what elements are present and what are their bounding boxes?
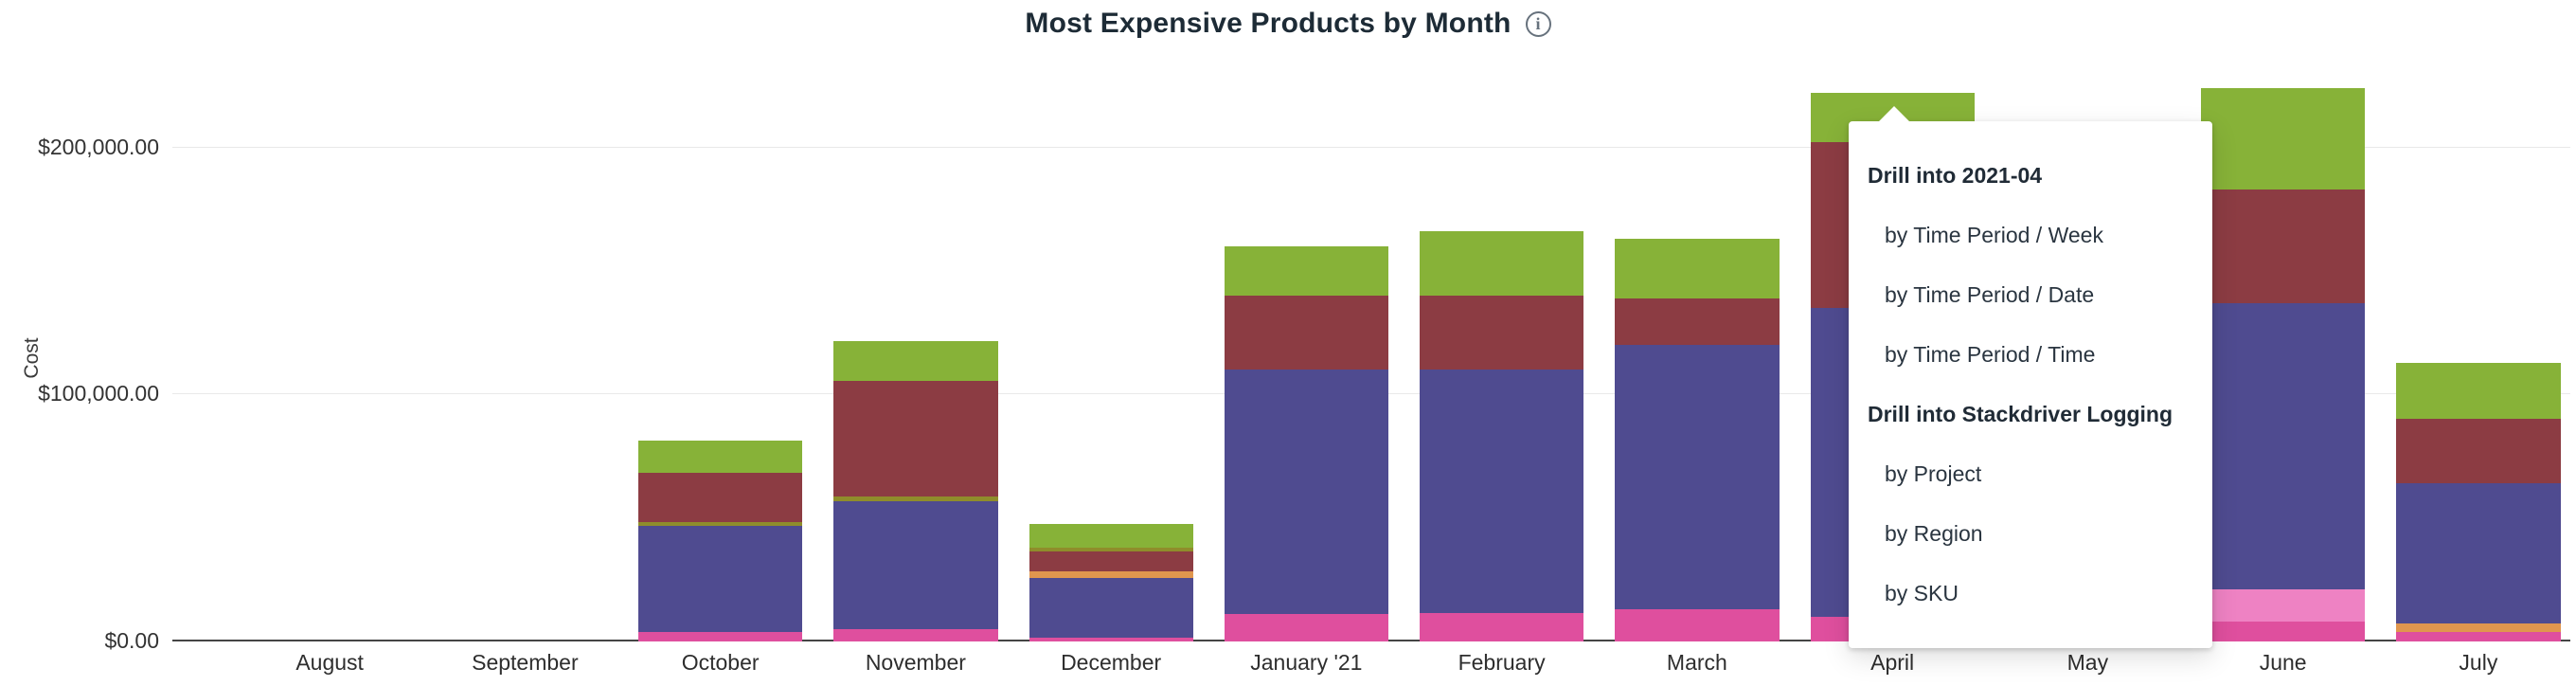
bar-segment-green[interactable]: [1420, 231, 1584, 296]
bar-segment-maroon[interactable]: [2396, 419, 2561, 483]
menu-header-drill-into-2021-04: Drill into 2021-04: [1868, 163, 2043, 188]
bar-segment-orange[interactable]: [2396, 623, 2561, 632]
x-tick-label-september: September: [472, 650, 579, 675]
bar-march[interactable]: [1615, 239, 1780, 641]
bar-segment-maroon[interactable]: [1029, 551, 1193, 571]
bar-segment-olive[interactable]: [638, 522, 803, 526]
bar-segment-purple[interactable]: [2396, 483, 2561, 623]
bar-segment-maroon[interactable]: [638, 473, 803, 522]
menu-item-by-project[interactable]: by Project: [1885, 461, 1982, 486]
bar-segment-pink[interactable]: [833, 629, 998, 641]
bar-february[interactable]: [1420, 231, 1584, 641]
menu-item-by-sku[interactable]: by SKU: [1885, 581, 1959, 605]
month-slot-november: [818, 53, 1013, 641]
x-tick-label-february: February: [1458, 650, 1546, 675]
bar-july[interactable]: [2396, 363, 2561, 641]
month-slot-july: [2381, 53, 2576, 641]
bar-segment-purple[interactable]: [638, 526, 803, 632]
bar-segment-maroon[interactable]: [833, 381, 998, 496]
bar-segment-pink[interactable]: [2396, 632, 2561, 641]
bar-december[interactable]: [1029, 524, 1193, 641]
bar-segment-light-pink[interactable]: [2201, 589, 2366, 622]
bar-segment-green[interactable]: [1029, 524, 1193, 548]
month-slot-february: [1404, 53, 1600, 641]
month-slot-january-21: [1208, 53, 1404, 641]
bar-segment-green[interactable]: [833, 341, 998, 381]
bar-segment-green[interactable]: [1224, 246, 1388, 296]
x-tick-label-december: December: [1061, 650, 1162, 675]
gridline: [172, 147, 2570, 148]
bar-segment-green[interactable]: [638, 441, 803, 473]
month-slot-december: [1013, 53, 1208, 641]
bar-segment-maroon[interactable]: [1615, 298, 1780, 345]
bar-segment-green[interactable]: [2396, 363, 2561, 419]
x-tick-label-november: November: [865, 650, 966, 675]
menu-item-by-time-period-week[interactable]: by Time Period / Week: [1885, 223, 2103, 247]
y-tick-label: $100,000.00: [38, 381, 159, 406]
bars-layer: [232, 53, 2576, 641]
x-tick-label-june: June: [2259, 650, 2307, 675]
bar-segment-orange[interactable]: [1029, 571, 1193, 578]
bar-segment-maroon[interactable]: [2201, 190, 2366, 303]
x-axis-labels: August September October November December Ja…: [232, 650, 2576, 676]
menu-header-drill-into-stackdriver-logging: Drill into Stackdriver Logging: [1868, 402, 2174, 426]
bar-segment-pink[interactable]: [1224, 614, 1388, 641]
bar-segment-purple[interactable]: [1029, 578, 1193, 638]
menu-item-by-region[interactable]: by Region: [1885, 521, 1983, 546]
x-tick-label-august: August: [295, 650, 364, 675]
month-slot-october: [623, 53, 818, 641]
x-tick-label-july: July: [2459, 650, 2498, 675]
bar-january-21[interactable]: [1224, 246, 1388, 641]
bar-june[interactable]: [2201, 88, 2366, 641]
bar-segment-pink[interactable]: [1420, 613, 1584, 641]
bar-segment-pink[interactable]: [1029, 638, 1193, 641]
bar-segment-olive[interactable]: [833, 496, 998, 501]
bar-segment-olive[interactable]: [1029, 548, 1193, 551]
y-tick-label: $0.00: [104, 628, 159, 653]
x-tick-label-january-21: January '21: [1250, 650, 1363, 675]
bar-segment-green[interactable]: [1615, 239, 1780, 298]
bar-segment-pink[interactable]: [1615, 609, 1780, 641]
menu-item-by-time-period-date[interactable]: by Time Period / Date: [1885, 282, 2095, 307]
bar-segment-purple[interactable]: [1224, 370, 1388, 614]
menu-item-by-time-period-time[interactable]: by Time Period / Time: [1885, 342, 2096, 367]
bar-october[interactable]: [638, 441, 803, 641]
bar-november[interactable]: [833, 341, 998, 641]
month-slot-september: [427, 53, 622, 641]
x-tick-label-march: March: [1666, 650, 1727, 675]
bar-segment-maroon[interactable]: [1420, 296, 1584, 370]
bar-segment-purple[interactable]: [833, 501, 998, 629]
chart-header: Most Expensive Products by Month i: [0, 8, 2576, 40]
bar-segment-purple[interactable]: [2201, 303, 2366, 589]
x-tick-label-october: October: [681, 650, 760, 675]
bar-segment-purple[interactable]: [1420, 370, 1584, 613]
x-tick-label-april: April: [1870, 650, 1915, 675]
info-icon[interactable]: i: [1525, 10, 1551, 37]
bar-segment-green[interactable]: [2201, 88, 2366, 190]
month-slot-march: [1600, 53, 1795, 641]
y-tick-label: $200,000.00: [38, 135, 159, 159]
month-slot-august: [232, 53, 427, 641]
chart-title: Most Expensive Products by Month: [1025, 8, 1512, 39]
bar-segment-pink[interactable]: [2201, 622, 2366, 641]
bar-segment-maroon[interactable]: [1224, 296, 1388, 370]
drill-menu: Drill into 2021-04 by Time Period / Week b…: [1849, 106, 2212, 648]
bar-segment-purple[interactable]: [1615, 345, 1780, 609]
month-slot-june: [2186, 53, 2381, 641]
x-tick-label-may: May: [2066, 650, 2109, 675]
bar-segment-pink[interactable]: [638, 632, 803, 641]
